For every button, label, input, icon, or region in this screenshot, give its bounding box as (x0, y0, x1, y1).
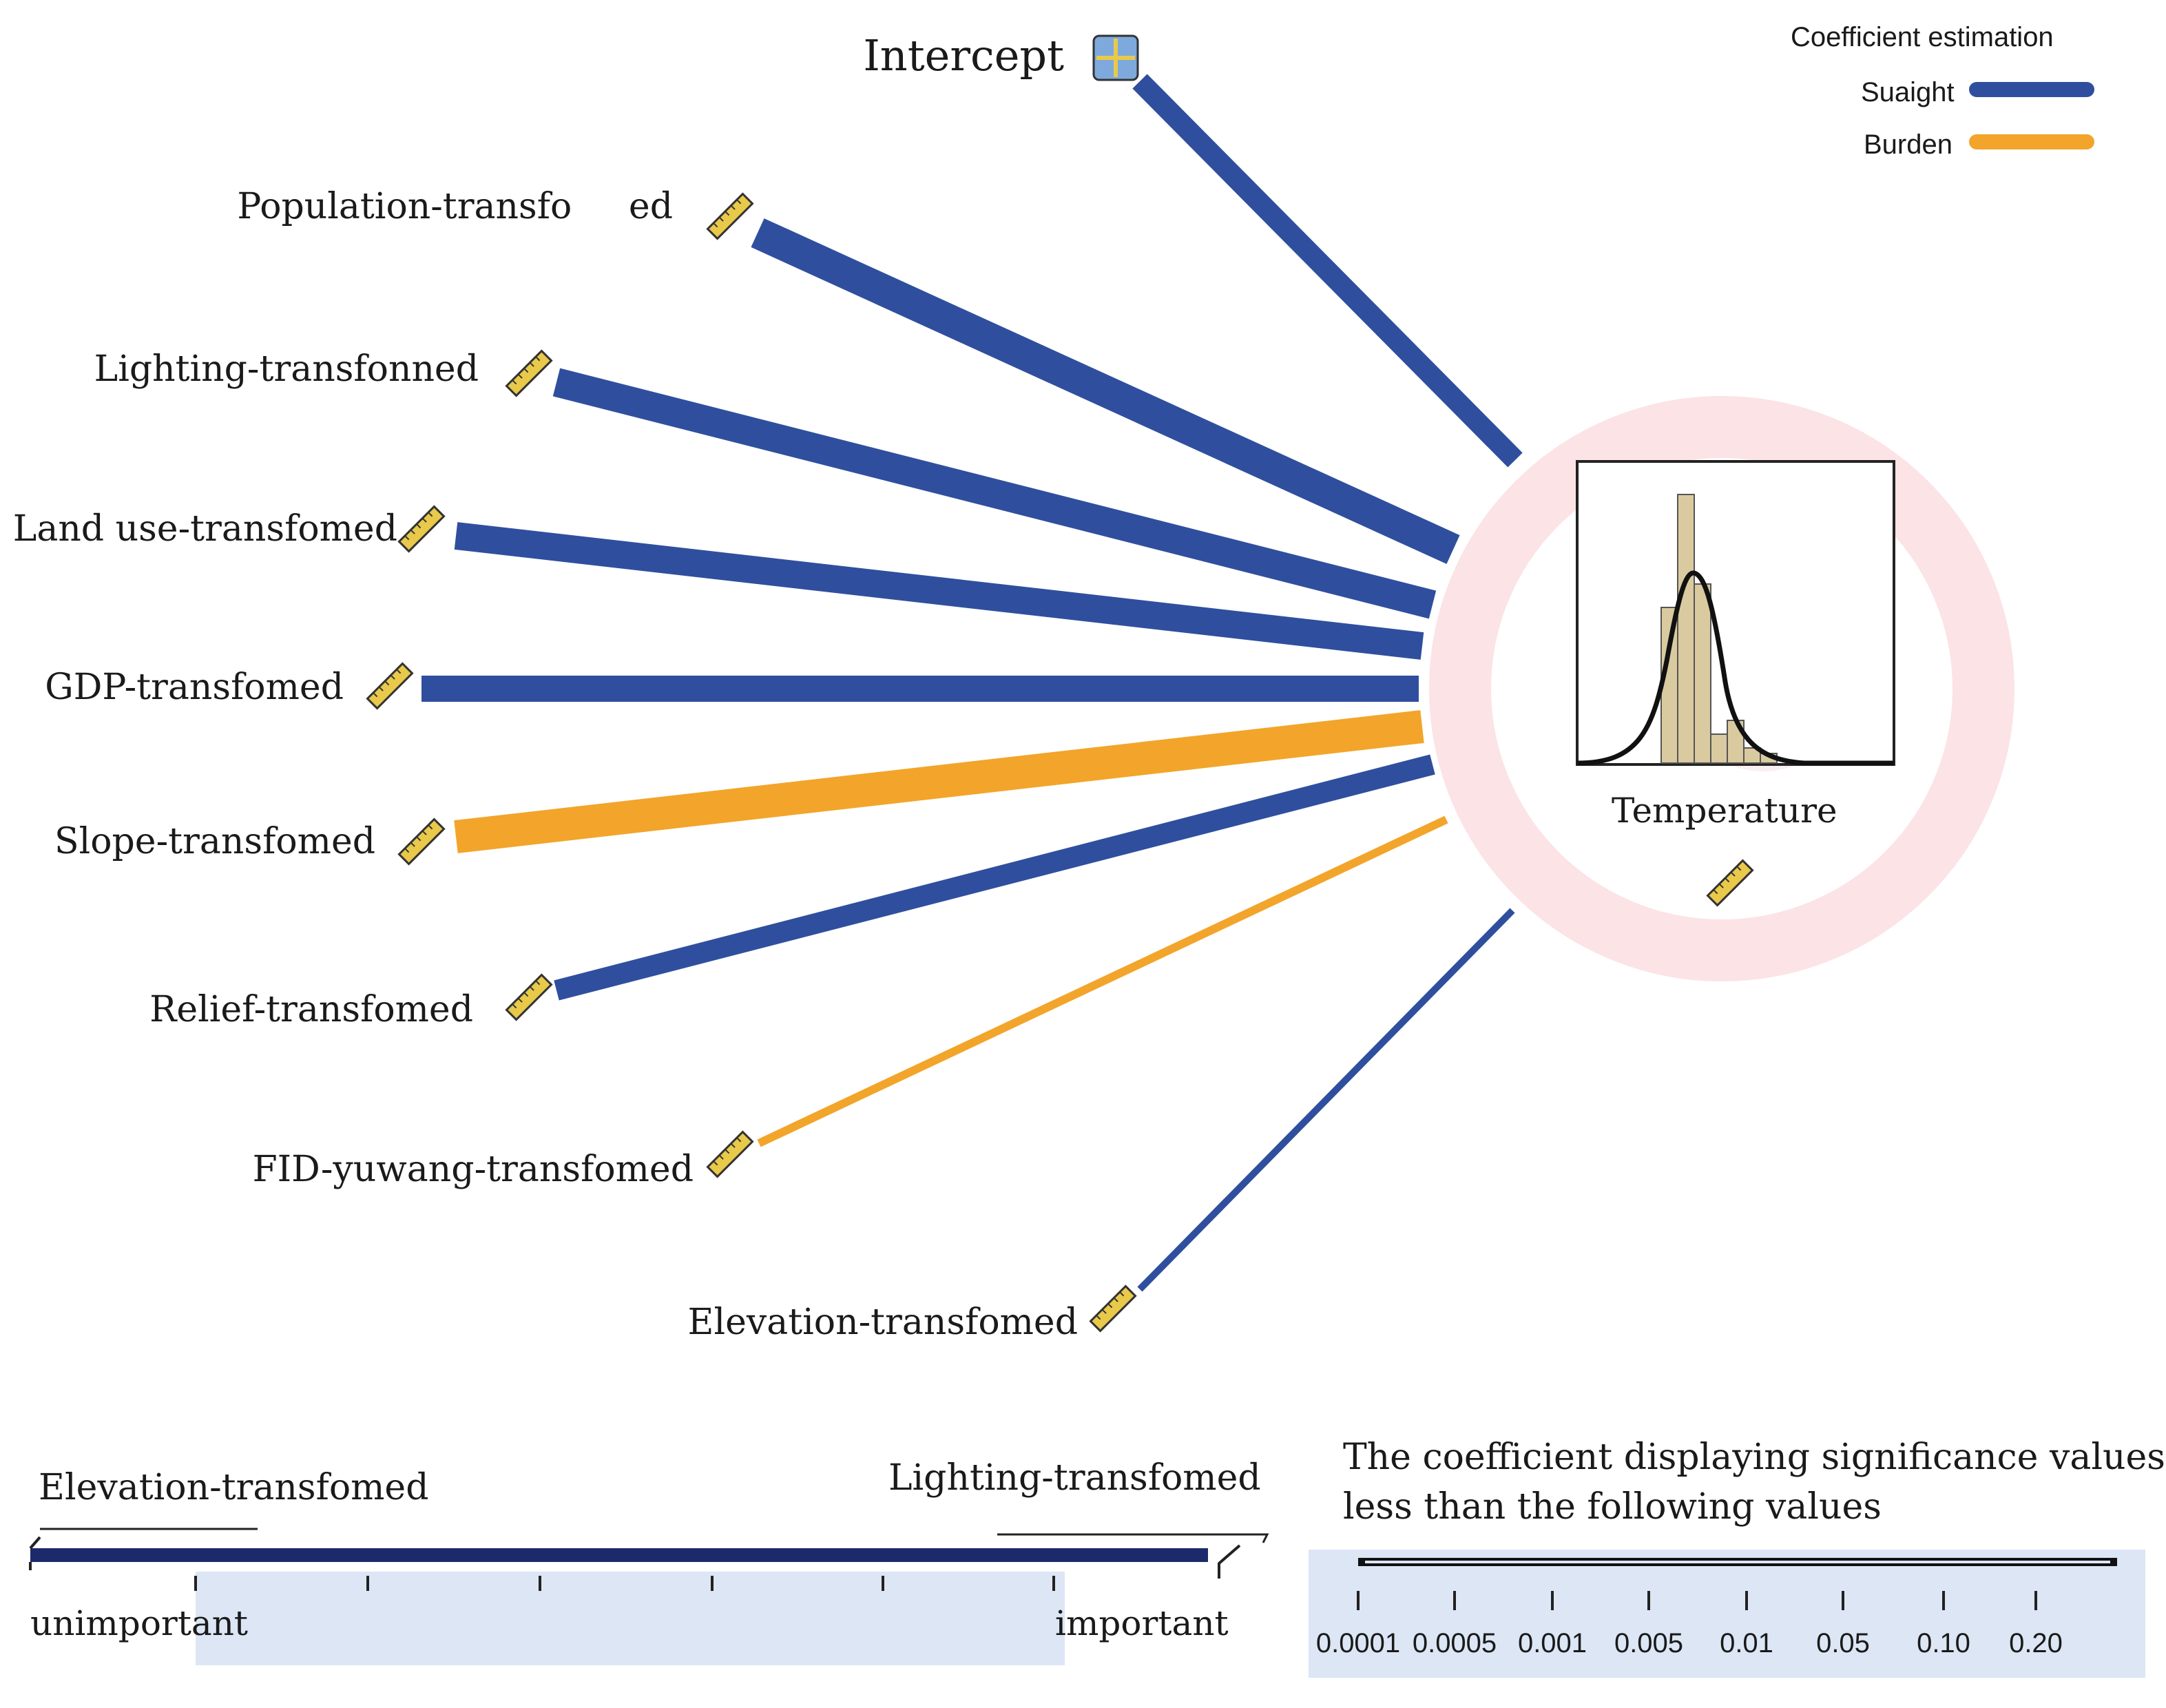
ruler-icon (397, 505, 446, 553)
legend-item-positive: Suaight (1861, 77, 1955, 107)
ruler-icon (397, 817, 446, 866)
predictor-label-slope[interactable]: Slope-transfomed (54, 821, 375, 862)
ruler-icon (505, 349, 553, 397)
ruler-icon (706, 192, 754, 240)
importance-low-label: unimportant (30, 1603, 249, 1643)
target-label[interactable]: Temperature (1612, 791, 1837, 831)
edge-intercept[interactable] (1132, 74, 1523, 468)
significance-title-line2: less than the following values (1343, 1486, 1882, 1528)
ruler-icon (1089, 1284, 1137, 1333)
legend-item-negative: Burden (1864, 129, 1952, 160)
predictor-label-elevation[interactable]: Elevation-transfomed (687, 1302, 1079, 1343)
edge-fid[interactable] (757, 815, 1448, 1147)
edge-relief[interactable] (554, 754, 1435, 1001)
predictor-label-fid[interactable]: FID-yuwang-transfomed (252, 1149, 694, 1190)
edge-elevation[interactable] (1137, 908, 1515, 1292)
legend-title: Coefficient estimation (1791, 22, 2054, 52)
ruler-icons (366, 192, 1754, 1333)
predictor-label-relief[interactable]: Relief-transfomed (149, 989, 473, 1030)
importance-right-example: Lighting-transfomed (888, 1457, 1261, 1499)
significance-tick-label: 0.05 (1816, 1628, 1870, 1658)
ruler-icon (1706, 859, 1754, 907)
importance-scale (29, 1528, 1269, 1665)
coefficient-edges (421, 74, 1523, 1292)
edge-lighting[interactable] (552, 368, 1437, 619)
significance-tick-label: 0.0001 (1315, 1628, 1401, 1658)
predictor-label-landuse[interactable]: Land use-transfomed (12, 508, 397, 550)
edge-slope[interactable] (454, 710, 1424, 853)
significance-tick-label: 0.005 (1614, 1628, 1684, 1658)
significance-tick-label: 0.01 (1720, 1628, 1773, 1658)
importance-left-example: Elevation-transfomed (39, 1467, 429, 1508)
edge-landuse[interactable] (454, 522, 1424, 660)
significance-title-line1: The coefficient displaying significance … (1343, 1437, 2165, 1478)
predictor-label-gdp[interactable]: GDP-transfomed (45, 667, 344, 708)
intercept-icon (1092, 34, 1139, 81)
target-halo (1429, 396, 2014, 981)
importance-high-label: important (1055, 1603, 1229, 1643)
significance-tick-label: 0.20 (2009, 1628, 2063, 1658)
ruler-icon (505, 973, 553, 1021)
significance-tick-label: 0.10 (1917, 1628, 1970, 1658)
predictor-label-population[interactable]: Population-transfo ed (237, 186, 673, 227)
target-histogram (1576, 460, 1895, 766)
edge-population[interactable] (751, 218, 1460, 564)
significance-tick-label: 0.001 (1517, 1628, 1587, 1658)
intercept-label[interactable]: Intercept (863, 30, 1064, 81)
significance-tick-label: 0.0005 (1412, 1628, 1497, 1658)
significance-scale (1309, 1550, 2145, 1678)
predictor-label-lighting[interactable]: Lighting-transfonned (94, 348, 479, 390)
ruler-icon (366, 662, 414, 710)
ruler-icon (706, 1130, 754, 1178)
